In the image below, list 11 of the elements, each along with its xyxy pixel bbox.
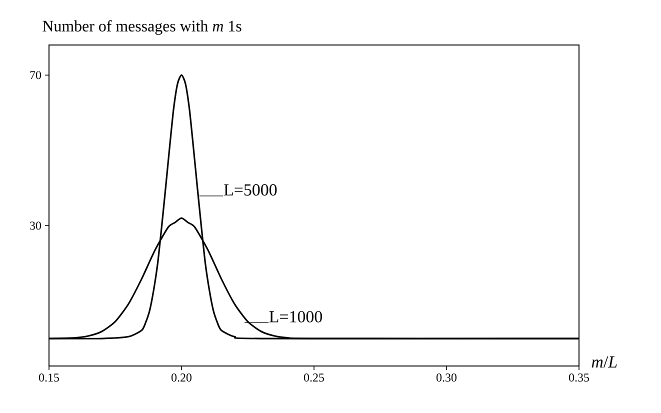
y-tick-label: 70: [30, 71, 42, 80]
x-tick-label: 0.15: [38, 374, 59, 382]
chart-title: Number of messages with m 1s: [42, 20, 242, 35]
x-tick-label: 0.35: [569, 374, 590, 382]
x-tick-label: 0.25: [304, 374, 324, 382]
annotation: L=5000: [224, 184, 277, 196]
x-tick-label: 0.30: [436, 374, 457, 382]
y-tick-label: 30: [30, 222, 42, 230]
x-tick-label: 0.20: [171, 374, 192, 382]
x-axis-title: m/L: [592, 356, 617, 368]
annotation: L=1000: [269, 310, 322, 322]
